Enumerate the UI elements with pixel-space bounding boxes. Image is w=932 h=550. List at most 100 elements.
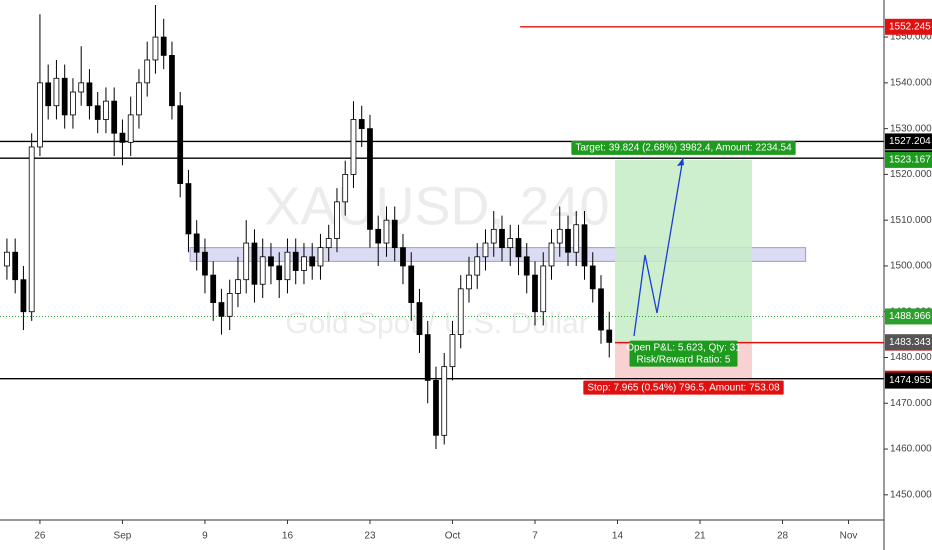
candle-body	[292, 251, 299, 271]
candle-body	[243, 242, 250, 281]
y-tick-label: 1540.000	[890, 77, 932, 88]
candle-body	[119, 132, 126, 143]
candle-body	[598, 288, 604, 331]
price-tag	[885, 334, 932, 351]
candle-body	[606, 329, 613, 343]
price-tag	[885, 372, 932, 389]
candle-body	[202, 251, 208, 276]
candle-body	[441, 366, 448, 436]
x-tick-label: 9	[202, 531, 208, 542]
x-tick-label: Nov	[840, 531, 858, 542]
candle-body	[482, 242, 489, 258]
x-tick-label: 26	[34, 531, 46, 542]
candle-body	[61, 77, 68, 116]
candle-body	[391, 219, 398, 249]
candle-body	[210, 274, 217, 303]
candle-body	[127, 114, 134, 143]
candle-body	[78, 82, 85, 93]
x-tick-label: 23	[364, 531, 376, 542]
candle-body	[416, 302, 423, 336]
candle-body	[334, 201, 340, 239]
candle-body	[515, 238, 522, 258]
candle-body	[53, 77, 60, 107]
rr-label: Risk/Reward Ratio: 5	[637, 354, 731, 365]
pnl-label: Open P&L: 5.623, Qty: 31	[626, 342, 741, 353]
price-tag	[885, 151, 932, 168]
y-tick-label: 1520.000	[890, 169, 932, 180]
candle-body	[218, 302, 225, 317]
candle-body	[284, 251, 291, 281]
candle-body	[86, 82, 93, 107]
candle-body	[177, 105, 184, 184]
candle-body	[94, 105, 101, 120]
candle-body	[474, 256, 481, 276]
candle-body	[540, 265, 547, 313]
x-tick-label: Oct	[445, 531, 461, 542]
x-tick-label: Sep	[114, 531, 132, 542]
candle-body	[350, 119, 357, 175]
price-tag-label: 1474.955	[889, 375, 931, 386]
price-tag	[885, 18, 932, 35]
candle-body	[383, 219, 390, 244]
candle-body	[12, 251, 19, 281]
watermark-title: XAUUSD, 240	[264, 176, 609, 236]
candle-body	[152, 36, 159, 61]
target-label-bg	[571, 140, 796, 155]
candle-body	[103, 100, 109, 120]
y-tick-label: 1550.000	[890, 32, 932, 43]
candle-body	[309, 256, 316, 267]
stop-label-bg	[583, 380, 784, 395]
price-tag-label: 1483.343	[889, 337, 931, 348]
candle-body	[268, 256, 274, 267]
candle-body	[556, 228, 563, 244]
y-tick-label: 1500.000	[890, 261, 932, 272]
candle-body	[37, 82, 43, 148]
candle-body	[251, 242, 258, 285]
candle-body	[449, 334, 456, 368]
candle-body	[342, 174, 349, 203]
target-zone	[615, 159, 752, 343]
candle-body	[111, 100, 118, 134]
candle-body	[20, 279, 27, 313]
candle-body	[317, 247, 324, 267]
price-tag	[885, 133, 932, 150]
candle-body	[565, 228, 571, 253]
candle-body	[433, 379, 439, 436]
candle-body	[408, 265, 415, 303]
candle-body	[523, 256, 530, 276]
candle-body	[400, 247, 406, 267]
candle-body	[235, 279, 241, 294]
candle-body	[160, 36, 167, 56]
candle-body	[226, 293, 233, 317]
price-tag-label: 1523.167	[889, 155, 931, 166]
y-tick-label: 1470.000	[890, 398, 932, 409]
arrow-head	[677, 158, 684, 166]
candle-body	[457, 288, 464, 336]
candle-body	[70, 91, 76, 116]
y-tick-label: 1450.000	[890, 489, 932, 500]
target-label: Target: 39.824 (2.68%) 3982.4, Amount: 2…	[575, 143, 792, 154]
x-tick-label: 14	[612, 531, 624, 542]
watermark-subtitle: Gold Spot / U.S. Dollar	[285, 307, 588, 340]
candle-body	[375, 228, 382, 244]
candle-body	[325, 238, 332, 249]
x-tick-label: 28	[777, 531, 789, 542]
candle-body	[490, 228, 497, 244]
candle-body	[4, 251, 10, 267]
candle-body	[276, 265, 283, 281]
candle-body	[581, 224, 588, 267]
candle-body	[28, 146, 35, 313]
candle-body	[169, 54, 175, 107]
x-tick-label: 21	[694, 531, 706, 542]
candle-body	[358, 119, 365, 130]
candle-body	[589, 265, 596, 290]
candle-body	[548, 242, 555, 267]
stop-label: Stop: 7.965 (0.54%) 796.5, Amount: 753.0…	[587, 382, 780, 393]
candle-body	[507, 238, 514, 249]
candle-body	[532, 274, 538, 313]
candle-body	[259, 256, 266, 285]
candle-body	[144, 59, 151, 84]
price-tag-label: 1552.245	[889, 21, 931, 32]
